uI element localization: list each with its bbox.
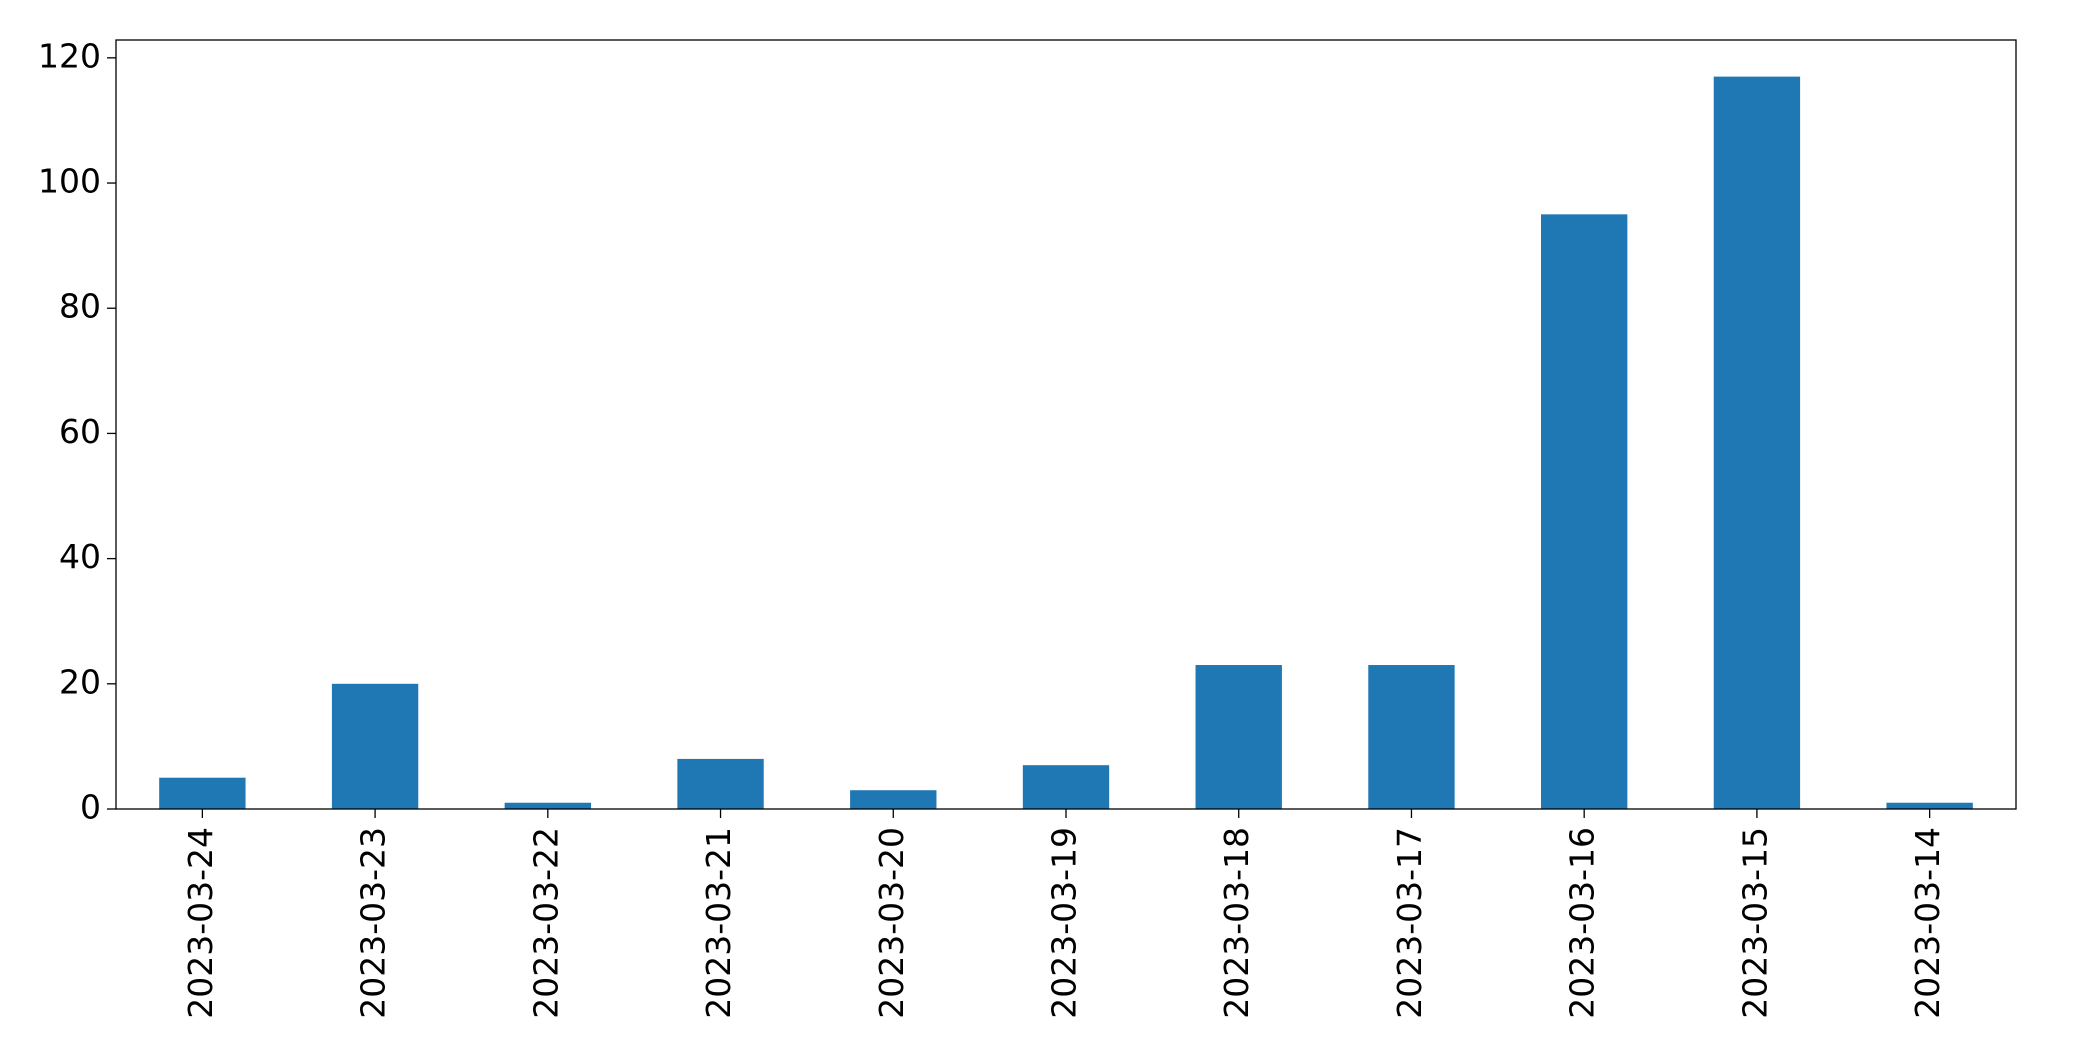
bar — [1886, 802, 1973, 809]
y-tick-label: 80 — [59, 287, 101, 326]
y-tick-label: 20 — [59, 662, 101, 701]
x-tick-label: 2023-03-21 — [699, 827, 738, 1019]
y-tick-label: 0 — [80, 788, 101, 827]
x-tick-label: 2023-03-19 — [1045, 827, 1084, 1019]
x-tick-label: 2023-03-18 — [1217, 827, 1256, 1019]
y-tick-label: 120 — [38, 36, 101, 75]
bar — [1541, 214, 1628, 809]
y-tick-label: 40 — [59, 537, 101, 576]
bar — [159, 777, 246, 809]
bar — [677, 758, 764, 809]
y-tick-label: 100 — [38, 162, 101, 201]
bar — [1368, 665, 1455, 809]
x-tick-label: 2023-03-23 — [354, 827, 393, 1019]
y-tick-label: 60 — [59, 412, 101, 451]
bar — [1713, 76, 1801, 810]
x-tick-label: 2023-03-20 — [872, 827, 911, 1019]
bar — [1022, 765, 1110, 809]
x-tick-label: 2023-03-14 — [1908, 827, 1947, 1019]
bar — [1195, 665, 1282, 809]
bar — [850, 790, 937, 809]
x-tick-label: 2023-03-16 — [1563, 827, 1602, 1019]
x-tick-label: 2023-03-22 — [526, 827, 565, 1019]
x-tick-label: 2023-03-24 — [181, 827, 220, 1019]
bar — [504, 802, 591, 809]
bar — [331, 683, 419, 809]
plot-frame — [115, 39, 2017, 810]
x-tick-label: 2023-03-15 — [1735, 827, 1774, 1019]
x-tick-label: 2023-03-17 — [1390, 827, 1429, 1019]
